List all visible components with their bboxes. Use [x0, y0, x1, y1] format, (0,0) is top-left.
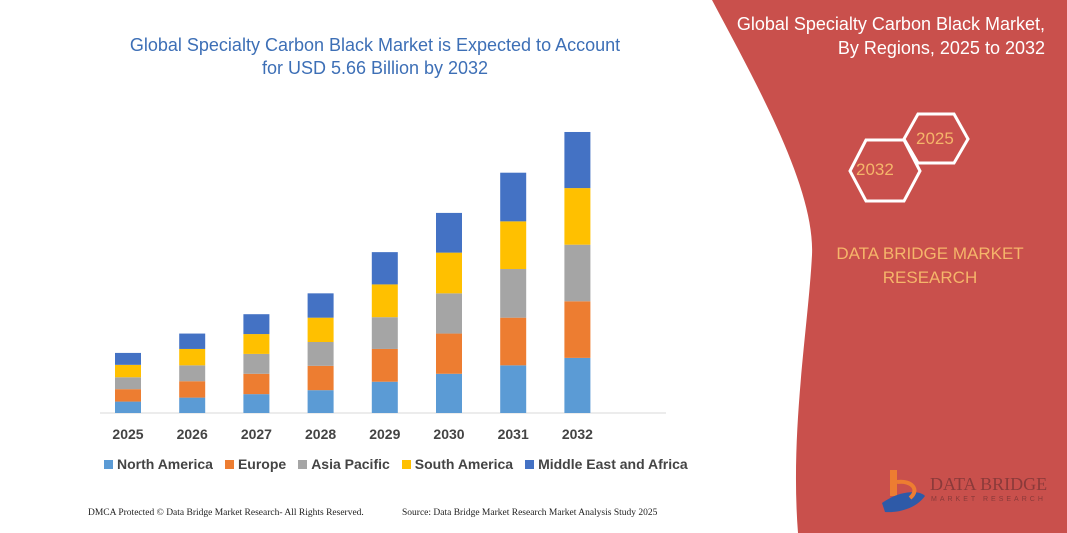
bar-segment-2026-south-america: [179, 348, 206, 366]
title-line-2: for USD 5.66 Billion by 2032: [261, 58, 489, 78]
bar-segment-2030-north-america: [436, 373, 462, 413]
legend-label: Europe: [237, 456, 287, 472]
bar-segment-2031-north-america: [500, 365, 527, 413]
bar-segment-2028-asia-pacific: [307, 342, 334, 366]
bar-segment-2025-asia-pacific: [115, 377, 141, 390]
bar-segment-2032-middle-east-and-africa: [564, 131, 591, 189]
legend: North America Europe Asia Pacific South Ame…: [104, 456, 688, 472]
legend-item: Middle East and Africa: [525, 456, 688, 472]
bar-segment-2031-asia-pacific: [500, 269, 527, 318]
bar-segment-2029-asia-pacific: [371, 317, 398, 349]
bar-segment-2025-south-america: [115, 364, 141, 378]
legend-swatch: [525, 459, 535, 469]
bar-segment-2027-north-america: [243, 394, 270, 413]
hex-label-2032: 2032: [856, 160, 894, 179]
bar-segment-2031-south-america: [500, 221, 527, 270]
x-tick-label: 2032: [562, 426, 593, 442]
bar-segment-2030-south-america: [436, 252, 462, 294]
x-tick-label: 2025: [112, 426, 143, 442]
bar-segment-2029-north-america: [371, 381, 398, 413]
brand-line-2: RESEARCH: [882, 268, 978, 287]
legend-label: South America: [414, 456, 514, 472]
legend-swatch: [224, 459, 234, 469]
bar-segment-2028-north-america: [307, 390, 334, 413]
bar-segment-2027-europe: [243, 373, 270, 395]
bar-segment-2030-middle-east-and-africa: [436, 212, 462, 253]
x-tick-label: 2027: [241, 426, 272, 442]
brand-text: DATA BRIDGE MARKET RESEARCH: [812, 242, 1048, 290]
legend-item: Europe: [224, 456, 287, 472]
legend-item: North America: [104, 456, 213, 472]
bar-segment-2029-middle-east-and-africa: [371, 252, 398, 285]
red-panel: [712, 0, 1067, 533]
legend-label: Middle East and Africa: [538, 456, 688, 472]
bar-segment-2029-europe: [371, 348, 398, 382]
brand-line-1: DATA BRIDGE MARKET: [836, 244, 1024, 263]
legend-swatch: [104, 459, 113, 469]
legend-swatch: [401, 459, 411, 469]
bar-segment-2026-asia-pacific: [179, 365, 206, 382]
bar-segment-2027-asia-pacific: [243, 353, 270, 374]
bar-segment-2026-europe: [179, 381, 206, 398]
bar-segment-2026-middle-east-and-africa: [179, 333, 206, 349]
bar-segment-2032-asia-pacific: [564, 244, 591, 302]
bar-segment-2032-europe: [564, 301, 591, 358]
legend-item: Asia Pacific: [298, 456, 390, 472]
x-tick-label: 2030: [433, 426, 464, 442]
legend-swatch: [298, 459, 308, 469]
bar-segment-2025-north-america: [115, 401, 141, 413]
x-tick-label: 2026: [177, 426, 208, 442]
bar-segment-2028-middle-east-and-africa: [307, 293, 334, 318]
side-title-line-1: Global Specialty Carbon Black Market,: [736, 14, 1045, 34]
bar-segment-2027-middle-east-and-africa: [243, 314, 270, 335]
bar-segment-2030-europe: [436, 333, 462, 374]
bar-segment-2028-europe: [307, 365, 334, 391]
logo-text: DATA BRIDGE: [930, 474, 1048, 494]
bar-segment-2029-south-america: [371, 284, 398, 318]
x-tick-label: 2031: [498, 426, 529, 442]
logo-subtext: MARKET RESEARCH: [931, 496, 1046, 503]
side-title-line-2: By Regions, 2025 to 2032: [837, 38, 1045, 58]
bar-segment-2025-middle-east-and-africa: [115, 352, 141, 365]
x-tick-label: 2029: [369, 426, 400, 442]
bar-segment-2028-south-america: [307, 317, 334, 343]
bar-segment-2032-south-america: [564, 188, 591, 245]
legend-item: South America: [401, 456, 514, 472]
title-line-1: Global Specialty Carbon Black Market is …: [129, 35, 621, 55]
bar-segment-2032-north-america: [564, 357, 591, 413]
footer-source: Source: Data Bridge Market Research Mark…: [402, 508, 658, 518]
logo-icon: [882, 470, 925, 513]
chart-title: Global Specialty Carbon Black Market is …: [95, 34, 655, 80]
legend-label: North America: [117, 456, 213, 472]
bar-segment-2027-south-america: [243, 334, 270, 354]
bar-segment-2025-europe: [115, 389, 141, 402]
bar-segment-2026-north-america: [179, 397, 206, 413]
bar-segment-2030-asia-pacific: [436, 293, 462, 334]
side-title: Global Specialty Carbon Black Market, By…: [737, 12, 1045, 60]
legend-label: Asia Pacific: [311, 456, 390, 472]
hexagon-2032: [848, 138, 922, 203]
footer-copyright: DMCA Protected © Data Bridge Market Rese…: [88, 508, 364, 518]
x-tick-label: 2028: [305, 426, 336, 442]
bar-segment-2031-middle-east-and-africa: [500, 172, 527, 222]
hex-label-2025: 2025: [916, 129, 954, 148]
bar-segment-2031-europe: [500, 317, 527, 366]
hexagon-2025: [902, 112, 970, 165]
